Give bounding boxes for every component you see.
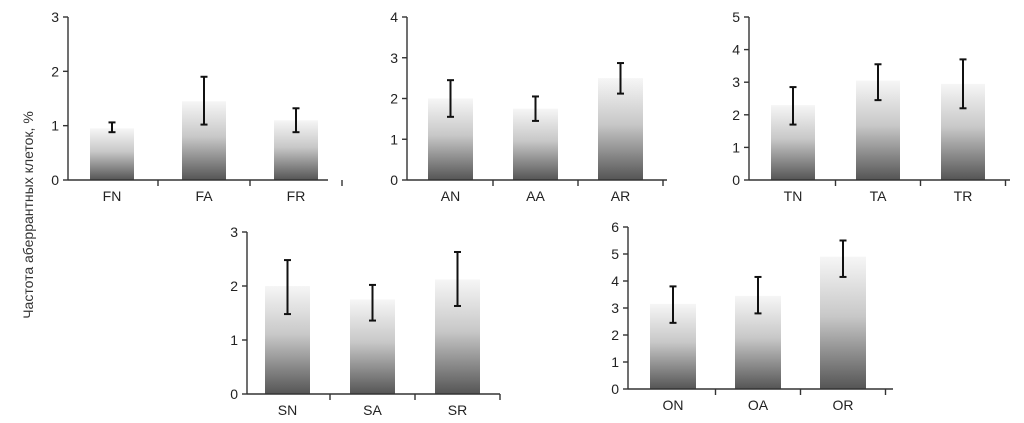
chart-panel: 0 1 2 3 SN SA SR — [230, 224, 501, 418]
error-bar — [369, 283, 376, 322]
x-tick-label: FR — [287, 188, 306, 204]
y-tick-label: 3 — [732, 74, 740, 90]
error-bar — [292, 107, 300, 134]
bar — [820, 256, 866, 389]
y-tick-label: 3 — [390, 50, 398, 66]
y-tick-label: 3 — [230, 224, 238, 240]
y-tick-label: 5 — [611, 246, 619, 262]
y-axis-label: Частота аберрантных клеток, % — [20, 111, 36, 319]
chart-panel: 0 1 2 3 4 5 6 ON OA OR — [611, 219, 893, 413]
error-bar — [284, 259, 291, 316]
error-bar — [532, 95, 539, 122]
x-tick-label: SA — [363, 402, 382, 418]
error-bar — [447, 79, 454, 118]
y-tick-label: 0 — [230, 386, 238, 402]
x-tick-label: FN — [103, 188, 122, 204]
error-bar — [200, 75, 208, 126]
x-tick-label: FA — [195, 188, 213, 204]
error-bar — [617, 62, 624, 95]
y-tick-label: 0 — [611, 381, 619, 397]
bar — [90, 128, 134, 180]
x-tick-label: TN — [784, 188, 803, 204]
error-bar — [454, 250, 461, 307]
y-tick-label: 5 — [732, 9, 740, 25]
y-tick-label: 2 — [732, 107, 740, 123]
y-tick-label: 2 — [390, 91, 398, 107]
x-tick-label: SN — [278, 402, 297, 418]
bar — [598, 78, 643, 180]
y-tick-label: 4 — [611, 273, 619, 289]
x-tick-label: OR — [833, 397, 854, 413]
error-bar — [839, 239, 847, 278]
error-bar — [108, 121, 116, 134]
y-tick-label: 2 — [611, 327, 619, 343]
chart-panel: 0 1 2 3 4 5 TN TA TR — [732, 9, 1010, 204]
chart-panel: 0 1 2 3 FN FA FR — [51, 9, 343, 204]
y-tick-label: 1 — [611, 354, 619, 370]
y-tick-label: 0 — [51, 172, 59, 188]
x-tick-label: AN — [441, 188, 460, 204]
y-tick-label: 1 — [51, 118, 59, 134]
y-tick-label: 4 — [732, 42, 740, 58]
y-tick-label: 1 — [230, 332, 238, 348]
x-tick-label: TA — [870, 188, 888, 204]
y-tick-label: 0 — [390, 172, 398, 188]
chart-panel: 0 1 2 3 4 AN AA AR — [390, 9, 667, 204]
x-tick-label: SR — [448, 402, 467, 418]
error-bar — [874, 63, 882, 102]
y-tick-label: 0 — [732, 172, 740, 188]
x-tick-label: AA — [526, 188, 545, 204]
error-bar — [959, 58, 967, 110]
y-tick-label: 6 — [611, 219, 619, 235]
y-tick-label: 3 — [51, 9, 59, 25]
y-tick-label: 3 — [611, 300, 619, 316]
error-bar — [789, 86, 797, 126]
x-tick-label: OA — [748, 397, 769, 413]
x-tick-label: ON — [663, 397, 684, 413]
error-bar — [754, 275, 762, 315]
y-tick-label: 1 — [390, 131, 398, 147]
y-tick-label: 1 — [732, 139, 740, 155]
y-tick-label: 4 — [390, 9, 398, 25]
y-tick-label: 2 — [51, 63, 59, 79]
error-bar — [669, 285, 677, 324]
x-tick-label: AR — [611, 188, 630, 204]
y-tick-label: 2 — [230, 278, 238, 294]
x-tick-label: TR — [954, 188, 973, 204]
